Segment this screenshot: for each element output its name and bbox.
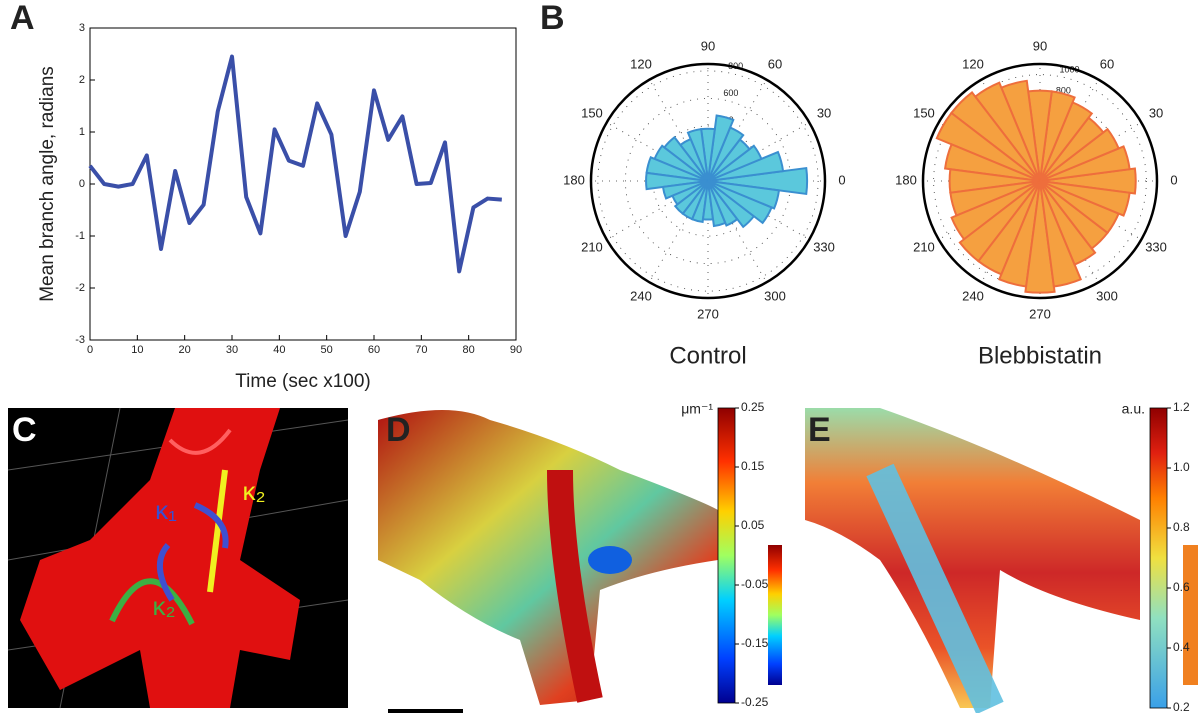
colorbar-tick-label: 0.8 xyxy=(1173,520,1190,534)
colorbar-tick-label: 0.2 xyxy=(1173,700,1190,713)
angle-tick-label: 150 xyxy=(913,105,935,120)
angle-tick-label: 0 xyxy=(1170,172,1177,187)
angle-tick-label: 60 xyxy=(768,56,782,71)
x-tick-label: 50 xyxy=(321,344,333,356)
colorbar-tick-label: 0.05 xyxy=(741,518,765,532)
annotation: κ₁ xyxy=(155,495,177,525)
colorbar-tick-label: 0.15 xyxy=(741,459,765,473)
colorbar-tick-label: 0.4 xyxy=(1173,640,1190,654)
angle-tick-label: 30 xyxy=(1149,105,1163,120)
colorbar-tick-label: 1.0 xyxy=(1173,460,1190,474)
polar-title: Blebbistatin xyxy=(978,342,1102,369)
annotation: κ₂ xyxy=(152,591,175,621)
x-tick-label: 30 xyxy=(226,344,238,356)
colorbar-tick-label: 1.2 xyxy=(1173,400,1190,414)
angle-tick-label: 90 xyxy=(1033,38,1047,53)
y-tick-label: -2 xyxy=(75,282,85,294)
angle-tick-label: 120 xyxy=(630,56,652,71)
panel-letter: C xyxy=(12,411,37,449)
colorbar-tick-label: 0.25 xyxy=(741,400,765,414)
colorbar-unit: a.u. xyxy=(1122,401,1145,417)
polar-title: Control xyxy=(669,342,746,369)
y-tick-label: -1 xyxy=(75,230,85,242)
x-tick-label: 80 xyxy=(463,344,475,356)
panel-letter: B xyxy=(540,0,565,37)
panel-e-image xyxy=(805,408,1198,708)
angle-tick-label: 90 xyxy=(701,38,715,53)
colorbar-tick-label: 0.6 xyxy=(1173,580,1190,594)
angle-tick-label: 240 xyxy=(962,288,984,303)
colorbar-d xyxy=(718,408,735,703)
x-tick-label: 60 xyxy=(368,344,380,356)
angle-tick-label: 330 xyxy=(813,239,835,254)
angle-tick-label: 180 xyxy=(895,172,917,187)
colorbar-tick-label: -0.25 xyxy=(741,695,769,709)
angle-tick-label: 210 xyxy=(581,239,603,254)
angle-tick-label: 0 xyxy=(838,172,845,187)
radial-tick-label: 600 xyxy=(723,88,738,98)
y-tick-label: 2 xyxy=(79,74,85,86)
angle-tick-label: 120 xyxy=(962,56,984,71)
y-tick-label: 0 xyxy=(79,178,85,190)
colorbar-tick-label: -0.15 xyxy=(741,636,769,650)
x-tick-label: 10 xyxy=(131,344,143,356)
x-axis-label: Time (sec x100) xyxy=(235,371,371,392)
panel-letter: E xyxy=(808,411,831,449)
y-axis-label: Mean branch angle, radians xyxy=(37,66,58,302)
panel-c-image xyxy=(8,408,348,708)
y-tick-label: 1 xyxy=(79,126,85,138)
angle-tick-label: 30 xyxy=(817,105,831,120)
y-tick-label: 3 xyxy=(79,22,85,34)
annotation: κ₂ xyxy=(242,476,265,506)
plot-frame xyxy=(90,28,516,340)
x-tick-label: 0 xyxy=(87,344,93,356)
angle-tick-label: 270 xyxy=(697,306,719,321)
figure: 0 10 20 30 40 50 60 70 80 90 -3 -2 -1 0 1 2 3 Time (sec x… xyxy=(0,0,1198,713)
panel-letter: D xyxy=(386,411,411,449)
panel-letter: A xyxy=(10,0,35,37)
x-tick-label: 20 xyxy=(179,344,191,356)
angle-tick-label: 180 xyxy=(563,172,585,187)
colorbar-tick-label: -0.05 xyxy=(741,577,769,591)
angle-tick-label: 270 xyxy=(1029,306,1051,321)
angle-tick-label: 330 xyxy=(1145,239,1167,254)
x-tick-label: 70 xyxy=(415,344,427,356)
x-tick-label: 40 xyxy=(273,344,285,356)
angle-tick-label: 60 xyxy=(1100,56,1114,71)
angle-tick-label: 300 xyxy=(1096,288,1118,303)
colorbar-e xyxy=(1150,408,1167,708)
angle-tick-label: 300 xyxy=(764,288,786,303)
y-tick-label: -3 xyxy=(75,334,85,346)
angle-tick-label: 150 xyxy=(581,105,603,120)
data-line xyxy=(90,57,502,272)
x-tick-label: 90 xyxy=(510,344,522,356)
colorbar-unit: μm⁻¹ xyxy=(681,401,713,417)
angle-tick-label: 210 xyxy=(913,239,935,254)
angle-tick-label: 240 xyxy=(630,288,652,303)
